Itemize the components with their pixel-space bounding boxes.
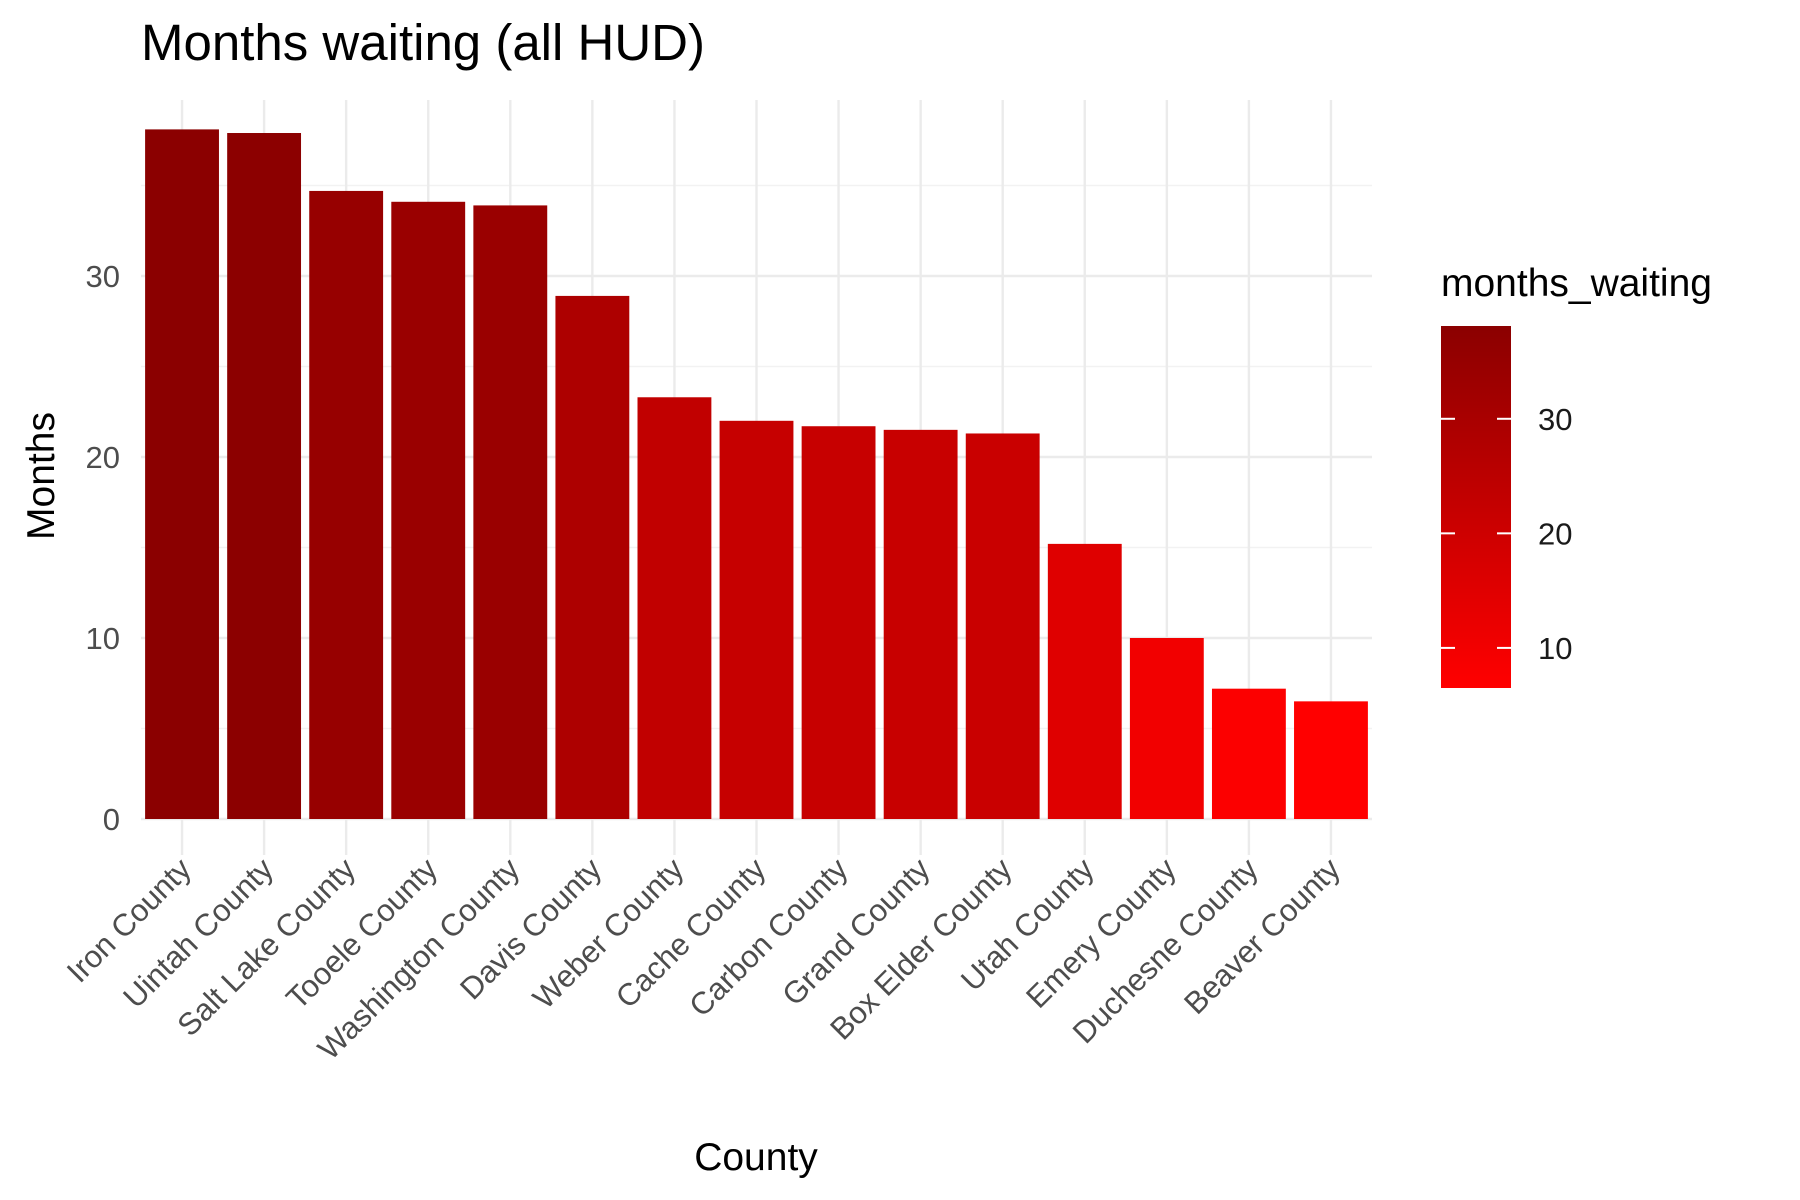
bar-utah-county xyxy=(1047,543,1122,819)
bar-tooele-county xyxy=(391,201,466,820)
y-tick-label: 20 xyxy=(86,440,120,475)
color-legend: months_waiting 10 20 30 xyxy=(1441,262,1712,688)
bar-grand-county xyxy=(883,429,958,819)
chart-title: Months waiting (all HUD) xyxy=(141,14,705,71)
bar-iron-county xyxy=(145,129,219,819)
bar-duchesne-county xyxy=(1211,688,1286,819)
legend-label: 10 xyxy=(1538,631,1572,666)
bar-washington-county xyxy=(473,205,548,819)
x-tick-label: Davis County xyxy=(453,851,608,1006)
bar-emery-county xyxy=(1129,638,1204,819)
bar-weber-county xyxy=(637,397,712,819)
y-tick-label: 0 xyxy=(103,802,120,837)
legend-colorbar xyxy=(1441,326,1511,688)
y-tick-label: 30 xyxy=(86,259,120,294)
bar-box-elder-county xyxy=(965,433,1040,819)
y-axis-title: Months xyxy=(20,412,63,540)
x-axis-title: County xyxy=(694,1136,818,1179)
legend-label: 30 xyxy=(1538,402,1572,437)
y-axis-ticks: 0 10 20 30 xyxy=(86,259,120,837)
bar-uintah-county xyxy=(227,133,302,819)
legend-label: 20 xyxy=(1538,516,1572,551)
legend-title: months_waiting xyxy=(1441,262,1712,305)
bar-salt-lake-county xyxy=(309,190,384,819)
y-tick-label: 10 xyxy=(86,621,120,656)
bar-beaver-county xyxy=(1294,701,1368,819)
bar-cache-county xyxy=(719,420,794,819)
bars xyxy=(145,129,1368,820)
bar-davis-county xyxy=(555,295,630,819)
bar-carbon-county xyxy=(801,426,876,819)
